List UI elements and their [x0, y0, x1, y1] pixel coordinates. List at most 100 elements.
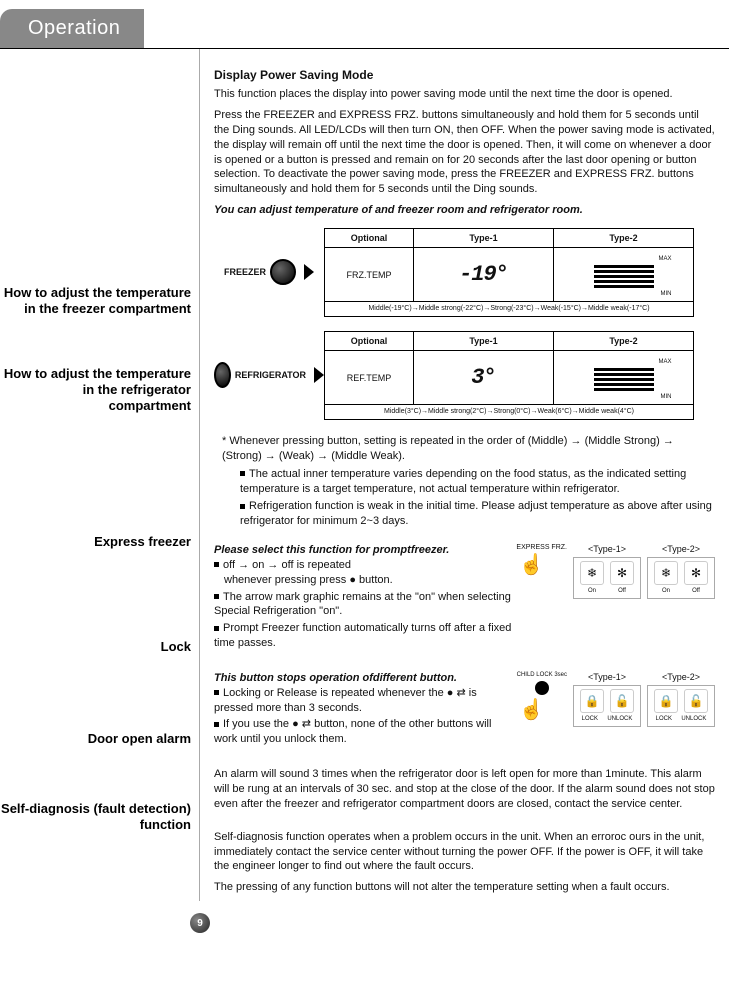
freezer-knob: FREEZER [214, 259, 324, 285]
label-lock: Lock [0, 639, 199, 655]
freezer-knob-icon [270, 259, 296, 285]
freezer-knob-label: FREEZER [224, 266, 266, 278]
panel-type2: ❄✻ On Off [647, 557, 715, 599]
power-saving-p2: Press the FREEZER and EXPRESS FRZ. butto… [214, 108, 715, 197]
content-area: How to adjust the temperature in the fre… [0, 49, 729, 901]
header-tab: Operation [0, 9, 144, 48]
label-express: Express freezer [0, 534, 199, 550]
freezer-temp-display: -19° [459, 262, 508, 287]
self-diag-p2: The pressing of any function buttons wil… [214, 880, 715, 895]
label-self-diag: Self-diagnosis (fault detection) functio… [0, 801, 199, 834]
express-b2: The arrow mark graphic remains at the "o… [214, 590, 516, 620]
bullet-icon [214, 594, 219, 599]
lock-label: LOCK [582, 715, 598, 723]
right-column: Display Power Saving Mode This function … [200, 49, 729, 901]
lock-text: This button stops operation ofdifferent … [214, 671, 517, 749]
press-note: * Whenever pressing button, setting is r… [214, 434, 715, 529]
arrow-icon [304, 264, 314, 280]
lock-label2: LOCK [656, 715, 672, 723]
header-bar: Operation [0, 0, 729, 48]
th-type1b: Type-1 [414, 331, 554, 350]
page: Operation How to adjust the temperature … [0, 0, 729, 941]
press-note-main: * Whenever pressing button, setting is r… [222, 434, 715, 464]
fridge-knob-icon [214, 362, 231, 388]
on-label2: On [662, 587, 670, 595]
label-door-alarm: Door open alarm [0, 731, 199, 747]
off-label: Off [618, 587, 626, 595]
lock-type2: <Type-2> 🔒🔓 LOCKUNLOCK [647, 671, 715, 727]
lock-title: This button stops operation ofdifferent … [214, 671, 517, 686]
lock-b1-text: Locking or Release is repeated whenever … [214, 687, 477, 714]
express-b3-text: Prompt Freezer function automatically tu… [214, 622, 511, 649]
lock-b1: Locking or Release is repeated whenever … [214, 686, 517, 716]
th-optional2: Optional [325, 331, 414, 350]
lock-button-illus: CHILD LOCK 3sec ☝ [517, 671, 567, 727]
express-b2-text: The arrow mark graphic remains at the "o… [214, 591, 511, 618]
express-b1: off → on → off is repeatedwhenever press… [214, 558, 516, 588]
express-type1: <Type-1> ❄✻ On Off [573, 543, 641, 599]
level-bars-icon: MAX MIN [594, 358, 654, 401]
door-alarm-text: An alarm will sound 3 times when the ref… [214, 767, 715, 812]
left-column: How to adjust the temperature in the fre… [0, 49, 200, 901]
unlock-label: UNLOCK [607, 715, 632, 723]
lock-block: This button stops operation ofdifferent … [214, 671, 715, 749]
freezer-footer: Middle(-19°C)→Middle strong(-22°C)→Stron… [325, 302, 694, 317]
power-saving-p1: This function places the display into po… [214, 87, 715, 102]
bar-min: MIN [661, 290, 672, 298]
unlock-label2: UNLOCK [681, 715, 706, 723]
lock-list: Locking or Release is repeated whenever … [214, 686, 517, 747]
label-fridge-adjust: How to adjust the temperature in the ref… [0, 366, 199, 415]
panel-type1: ❄✻ On Off [573, 557, 641, 599]
adjust-note: You can adjust temperature of and freeze… [214, 203, 715, 218]
express-type2: <Type-2> ❄✻ On Off [647, 543, 715, 599]
panel-lock2: 🔒🔓 LOCKUNLOCK [647, 685, 715, 727]
dot-icon [535, 681, 549, 695]
bullet-icon [214, 722, 219, 727]
lock-b2: If you use the ● ⇄ button, none of the o… [214, 717, 517, 747]
fridge-footer: Middle(3°C)→Middle strong(2°C)→Strong(0°… [325, 405, 694, 420]
hand-icon: ☝ [516, 552, 546, 582]
lock-type1: <Type-1> 🔒🔓 LOCKUNLOCK [573, 671, 641, 727]
express-panels: <Type-1> ❄✻ OnOff <Type-2> ❄✻ OnOff [573, 543, 715, 599]
express-b3: Prompt Freezer function automatically tu… [214, 621, 516, 651]
lock-type2-label: <Type-2> [647, 671, 715, 683]
bullet-icon [214, 562, 219, 567]
snowflake-icon: ❄ [580, 561, 604, 585]
fridge-table: Optional Type-1 Type-2 REF.TEMP 3° MAX M… [324, 331, 694, 420]
th-type2: Type-2 [554, 228, 694, 247]
press-note-b2-text: Refrigeration function is weak in the in… [240, 500, 712, 527]
lock-btn-label: CHILD LOCK 3sec [517, 671, 567, 679]
th-optional: Optional [325, 228, 414, 247]
snowflake-off-icon: ✻ [684, 561, 708, 585]
on-label: On [588, 587, 596, 595]
lock-icon: 🔒 [580, 689, 604, 713]
th-type2b: Type-2 [554, 331, 694, 350]
off-label2: Off [692, 587, 700, 595]
lock-icon: 🔒 [654, 689, 678, 713]
snowflake-icon: ❄ [654, 561, 678, 585]
lock-b2-text: If you use the ● ⇄ button, none of the o… [214, 718, 491, 745]
fridge-temp-display: 3° [471, 365, 495, 390]
bar-min2: MIN [661, 393, 672, 401]
express-btn-label: EXPRESS FRZ. [516, 543, 567, 552]
press-note-b1: The actual inner temperature varies depe… [222, 467, 715, 497]
snowflake-off-icon: ✻ [610, 561, 634, 585]
td-frz-temp: -19° [414, 248, 554, 302]
type2-label: <Type-2> [647, 543, 715, 555]
press-note-b1-text: The actual inner temperature varies depe… [240, 468, 686, 495]
td-ref-temp: 3° [414, 351, 554, 405]
type1-label: <Type-1> [573, 543, 641, 555]
unlock-icon: 🔓 [610, 689, 634, 713]
power-saving-title: Display Power Saving Mode [214, 67, 715, 83]
arrow-icon [314, 367, 324, 383]
express-title: Please select this function for promptfr… [214, 543, 516, 558]
bullet-icon [240, 504, 245, 509]
td-ref-bars: MAX MIN [554, 351, 694, 405]
express-b1a: off → on → off is repeated [223, 559, 351, 571]
td-ref-label: REF.TEMP [325, 351, 414, 405]
bullet-icon [214, 690, 219, 695]
fridge-adjust-block: REFRIGERATOR Optional Type-1 Type-2 REF.… [214, 331, 715, 420]
panel-lock1: 🔒🔓 LOCK UNLOCK [573, 685, 641, 727]
express-text: Please select this function for promptfr… [214, 543, 516, 653]
th-type1: Type-1 [414, 228, 554, 247]
